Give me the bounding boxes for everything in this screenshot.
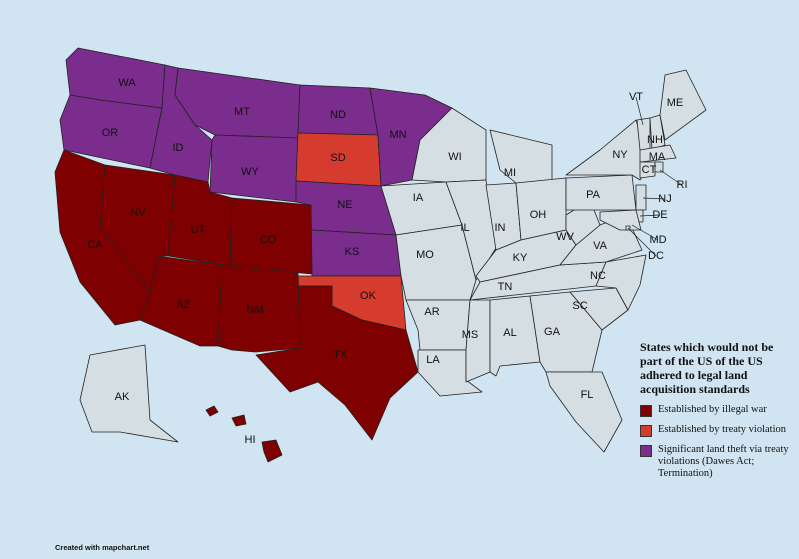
- state-label: KY: [513, 252, 528, 264]
- legend-item: Established by illegal war: [640, 404, 790, 417]
- state-label: AR: [424, 306, 439, 318]
- state: [395, 224, 477, 301]
- state-label: CA: [87, 239, 103, 251]
- leader-line: [631, 224, 659, 241]
- state-label: ME: [667, 97, 684, 109]
- legend-title: States which would not be part of the US…: [640, 340, 774, 396]
- state-label: GA: [544, 326, 561, 338]
- state-label: SD: [330, 152, 345, 164]
- legend-item: Established by treaty violation: [640, 424, 790, 437]
- state-label: WV: [556, 231, 574, 243]
- state-label: NJ: [658, 193, 671, 205]
- state-label: MI: [504, 167, 516, 179]
- state-label: VT: [629, 91, 643, 103]
- state: [639, 144, 677, 163]
- legend-label: Established by treaty violation: [658, 424, 787, 435]
- state: [599, 209, 642, 231]
- state-label: LA: [426, 354, 440, 366]
- state-label: NE: [337, 199, 352, 211]
- state: [659, 69, 707, 141]
- state-label: FL: [581, 389, 594, 401]
- state-label: MS: [462, 329, 479, 341]
- state-label: IN: [495, 222, 506, 234]
- state: [465, 299, 491, 383]
- legend-swatch: [640, 445, 652, 457]
- state: [79, 344, 179, 443]
- state-label: SC: [572, 300, 587, 312]
- state-label: VA: [593, 240, 608, 252]
- state-label: ND: [330, 109, 346, 121]
- state-label: NM: [246, 304, 263, 316]
- state-label: MA: [649, 151, 666, 163]
- state: [635, 184, 647, 211]
- state-label: WI: [448, 151, 461, 163]
- legend: States which would not be part of the US…: [640, 340, 790, 487]
- state-label: WA: [118, 77, 136, 89]
- leader-line: [639, 214, 661, 217]
- state-label: NH: [647, 134, 663, 146]
- legend-item: Significant land theft via treaty violat…: [640, 444, 790, 480]
- state-label: OK: [360, 290, 377, 302]
- state: [565, 119, 651, 181]
- state-label: KS: [345, 246, 360, 258]
- state-label: ID: [173, 142, 184, 154]
- state: [54, 149, 151, 326]
- state-label: MO: [416, 249, 434, 261]
- state-label: DC: [648, 250, 664, 262]
- state: [639, 161, 656, 179]
- state: [261, 439, 283, 463]
- legend-swatch: [640, 405, 652, 417]
- state: [545, 371, 623, 453]
- state-label: TN: [498, 281, 513, 293]
- state-label: CT: [642, 164, 657, 176]
- state-label: OH: [530, 209, 547, 221]
- state-label: PA: [586, 189, 601, 201]
- legend-label: Established by illegal war: [658, 404, 767, 415]
- credit: Created with mapchart.net: [55, 543, 150, 552]
- state-label: NC: [590, 270, 606, 282]
- state-label: HI: [245, 434, 256, 446]
- leader-line: [627, 227, 657, 257]
- state-label: TX: [333, 349, 348, 361]
- state-label: MN: [389, 129, 406, 141]
- state-label: WY: [241, 166, 259, 178]
- state: [565, 174, 637, 211]
- state-label: MD: [649, 234, 666, 246]
- state-label: CO: [260, 234, 277, 246]
- state-label: NY: [612, 149, 628, 161]
- state-label: AL: [503, 327, 516, 339]
- state-label: RI: [677, 179, 688, 191]
- state-label: MT: [234, 106, 250, 118]
- state: [209, 134, 299, 203]
- leader-line: [635, 96, 644, 126]
- state-label: NV: [130, 207, 146, 219]
- state-label: AZ: [176, 299, 190, 311]
- state: [255, 285, 419, 441]
- leader-line: [642, 197, 666, 200]
- state-label: DE: [652, 209, 667, 221]
- legend-swatch: [640, 425, 652, 437]
- state-label: UT: [191, 224, 206, 236]
- state-label: AK: [115, 391, 130, 403]
- state: [205, 405, 219, 417]
- state-label: IL: [460, 222, 469, 234]
- state: [231, 414, 247, 427]
- legend-label: Significant land theft via treaty violat…: [658, 444, 789, 479]
- state: [649, 114, 666, 151]
- state-label: OR: [102, 127, 119, 139]
- leader-line: [659, 169, 683, 186]
- state-label: IA: [413, 192, 424, 204]
